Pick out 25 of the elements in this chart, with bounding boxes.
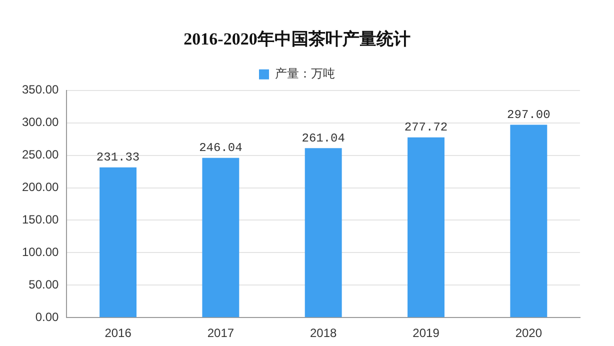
chart-title: 2016-2020年中国茶叶产量统计 — [184, 30, 410, 49]
y-tick-label: 100.00 — [22, 245, 60, 259]
y-tick-label: 150.00 — [22, 212, 60, 227]
data-label: 246.04 — [199, 141, 242, 156]
y-tick-label: 350.00 — [22, 82, 60, 97]
y-tick-label: 50.00 — [28, 277, 60, 292]
bar — [202, 158, 240, 318]
data-label: 297.00 — [507, 108, 550, 122]
legend-label: 产量：万吨 — [275, 66, 335, 81]
bar — [304, 148, 342, 318]
x-tick-label: 2019 — [412, 326, 440, 340]
data-label: 261.04 — [302, 131, 345, 146]
bar — [510, 124, 548, 318]
x-tick-label: 2018 — [310, 326, 338, 340]
y-tick-label: 200.00 — [22, 180, 60, 194]
data-label: 277.72 — [404, 120, 448, 134]
bar — [408, 137, 444, 318]
y-tick-label: 0.00 — [35, 310, 60, 324]
y-tick-label: 250.00 — [22, 148, 60, 162]
x-tick-label: 2020 — [515, 326, 542, 340]
y-tick-label: 300.00 — [22, 115, 60, 130]
data-label: 231.33 — [96, 150, 140, 165]
bar — [100, 167, 137, 318]
x-tick-label: 2017 — [207, 326, 234, 340]
x-tick-label: 2016 — [104, 326, 132, 340]
